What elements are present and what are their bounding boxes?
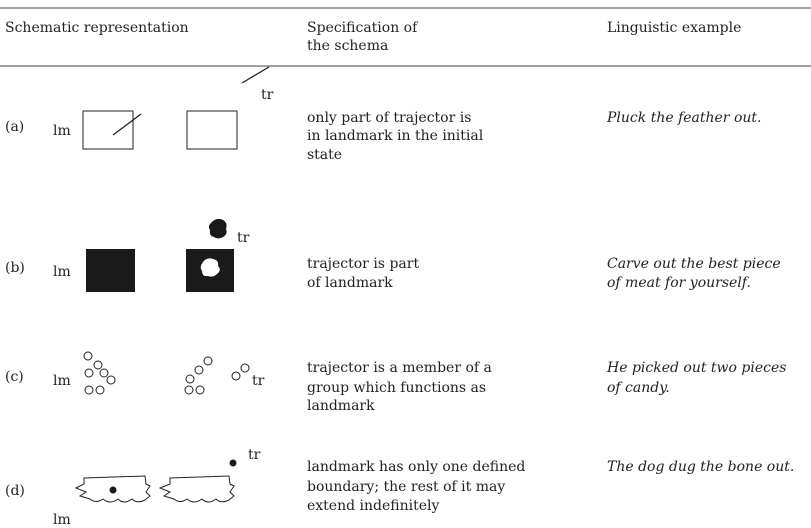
header: Schematic representation (5, 20, 189, 36)
landmark-solid (86, 249, 135, 292)
trajector-dot (109, 486, 117, 494)
spec: in landmark in the initial (307, 128, 484, 144)
row-label: (c) (5, 369, 24, 385)
schema-label: lm (53, 373, 71, 389)
spec: state (307, 147, 342, 163)
schema-label: tr (248, 447, 261, 463)
hole (200, 258, 220, 277)
example: of meat for yourself. (607, 275, 751, 291)
spec: group which functions as (307, 380, 486, 396)
spec: trajector is a member of a (307, 360, 492, 376)
header: Linguistic example (607, 20, 741, 36)
schema-label: tr (261, 87, 274, 103)
landmark-box (186, 110, 238, 150)
open-landmark (158, 475, 235, 503)
spec: landmark has only one defined (307, 459, 525, 475)
example: Carve out the best piece (607, 256, 781, 272)
schema-label: lm (53, 264, 71, 280)
example: of candy. (607, 380, 670, 396)
row-label: (d) (5, 483, 25, 499)
header: the schema (307, 38, 388, 54)
schema-label: tr (237, 230, 250, 246)
spec: boundary; the rest of it may (307, 479, 505, 495)
spec: of landmark (307, 275, 393, 291)
spec: extend indefinitely (307, 498, 439, 514)
trajector-blob (208, 218, 227, 239)
example: Pluck the feather out. (606, 110, 761, 126)
spec: trajector is part (307, 256, 419, 272)
schema-label: lm (53, 123, 71, 139)
schema-label: lm (53, 512, 71, 528)
schema-label: tr (252, 373, 265, 389)
open-landmark (74, 475, 151, 503)
row-label: (b) (5, 260, 25, 276)
spec: only part of trajector is (307, 110, 471, 126)
header: Specification of (307, 20, 419, 36)
trajector-line (241, 66, 270, 84)
spec: landmark (307, 398, 375, 414)
landmark-box (82, 110, 134, 150)
row-label: (a) (5, 119, 24, 135)
member-group (83, 351, 250, 395)
trajector-dot (229, 459, 237, 467)
example: He picked out two pieces (606, 360, 786, 376)
trajector-line (112, 113, 142, 136)
example: The dog dug the bone out. (607, 459, 794, 475)
